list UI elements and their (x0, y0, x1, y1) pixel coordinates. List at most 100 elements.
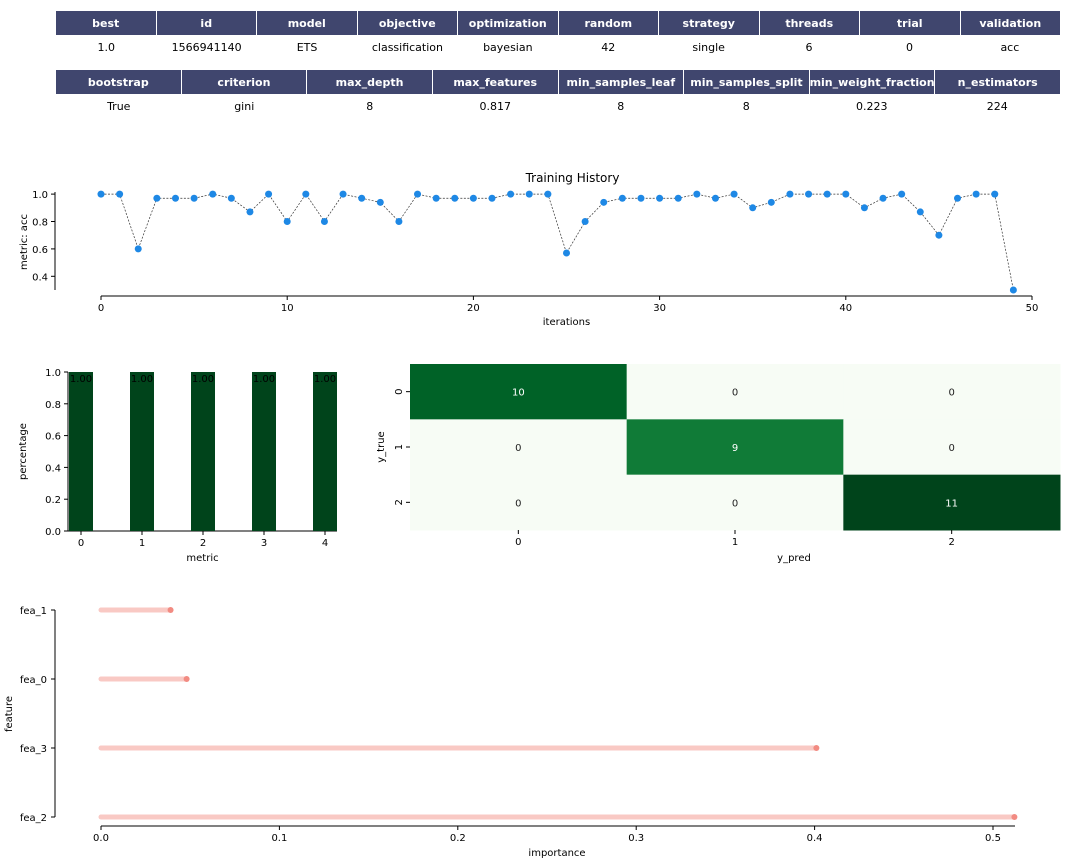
history-point (581, 218, 589, 226)
hyper_table-header-min-weight-fraction: min_weight_fraction (809, 70, 936, 94)
params_table-value-best: 1.0 (97, 40, 115, 54)
params_table-value-threads: 6 (805, 40, 813, 54)
hyper_table-value-min-samples-split: 8 (742, 99, 750, 113)
params-table: best id model objective optimization random st… (56, 11, 1060, 59)
heatmap-cell-value: 11 (945, 498, 958, 509)
history-point (414, 190, 422, 198)
bar-y-tick-label: 0.2 (45, 495, 61, 506)
params_table-header-random: random (558, 11, 659, 35)
history-line (101, 193, 1014, 291)
heatmap-y-label: y_true (376, 431, 387, 462)
params_table-value-optimization: bayesian (483, 40, 533, 54)
bar-0 (69, 372, 93, 531)
history-point (451, 194, 459, 202)
history-x-label: iterations (543, 317, 590, 328)
history-y-tick-label: 0.4 (32, 272, 48, 283)
heatmap-cell-value: 0 (948, 388, 954, 399)
importance-y-tick-label: fea_0 (20, 675, 47, 686)
hyper_table-value-max-depth: 8 (366, 99, 374, 113)
history-x-tick-label: 40 (839, 303, 852, 314)
bar-y-tick-label: 0.0 (45, 527, 61, 538)
history-point (711, 194, 719, 202)
bar-y-tick-label: 0.4 (45, 463, 61, 474)
history-point (767, 198, 775, 206)
history-point (376, 198, 384, 206)
heatmap-y-tick-label: 2 (394, 499, 405, 505)
hyper_table-header-n-estimators: n_estimators (935, 70, 1060, 94)
heatmap-cell (626, 364, 844, 420)
history-point (134, 245, 142, 253)
history-point (823, 190, 831, 198)
history-point (637, 194, 645, 202)
importance-x-tick-label: 0.0 (93, 833, 109, 844)
heatmap-cell (626, 419, 844, 476)
history-y-tick-label: 0.8 (32, 218, 48, 229)
importance-x-tick-label: 0.4 (807, 833, 823, 844)
history-point (916, 208, 924, 216)
history-point (171, 194, 179, 202)
bar-4 (313, 372, 337, 531)
history-point (842, 190, 850, 198)
hyperparams-header-row: bootstrap criterion max_depth max_features m… (56, 70, 1060, 94)
history-point (749, 204, 757, 212)
importance-point-fea_3 (813, 745, 820, 751)
params_table-value-random: 42 (601, 40, 616, 54)
history-point (116, 190, 124, 198)
importance-y-tick-label: fea_3 (20, 744, 47, 755)
params_table-header-threads: threads (759, 11, 860, 35)
bar-x-label: metric (186, 553, 218, 564)
importance-x-label: importance (528, 848, 585, 859)
heatmap-cell-value: 10 (512, 388, 525, 399)
hyper_table-header-criterion: criterion (181, 70, 308, 94)
bar-x-tick-label: 2 (200, 538, 206, 549)
history-point (283, 218, 291, 226)
history-point (488, 194, 496, 202)
importance-x-tick-label: 0.2 (450, 833, 466, 844)
history-point (935, 231, 943, 239)
params_table-header-validation: validation (960, 11, 1060, 35)
bar-3 (252, 372, 276, 531)
hyperparams-value-row: True gini 8 0.817 8 8 0.223 224 (56, 94, 1060, 118)
bar-data-label: 1.00 (253, 374, 275, 385)
hyper_table-header-min-samples-split: min_samples_split (684, 70, 810, 94)
bar-y-tick-label: 0.6 (45, 432, 61, 443)
bar-x-tick-label: 3 (261, 538, 267, 549)
hyper_table-value-bootstrap: True (107, 99, 131, 113)
hyper_table-header-bootstrap: bootstrap (56, 70, 182, 94)
params_table-value-model: ETS (296, 40, 318, 54)
bar-y-label: percentage (18, 423, 29, 480)
hyperparams-table: bootstrap criterion max_depth max_features m… (56, 70, 1060, 118)
params_table-value-trial: 0 (905, 40, 913, 54)
heatmap-cell (843, 364, 1061, 420)
importance-x-tick-label: 0.5 (985, 833, 1001, 844)
bar-y-tick-label: 0.8 (45, 400, 61, 411)
history-point (190, 194, 198, 202)
hyper_table-header-max-depth: max_depth (307, 70, 433, 94)
heatmap-cell (843, 419, 1061, 476)
importance-y-label: feature (4, 696, 15, 732)
importance-point-fea_2 (1011, 814, 1018, 820)
bar-x-tick-label: 0 (78, 538, 84, 549)
history-point (469, 194, 477, 202)
heatmap-cell (410, 364, 628, 420)
history-point (302, 190, 310, 198)
history-point (265, 190, 273, 198)
hyper_table-value-criterion: gini (234, 99, 255, 113)
heatmap-cell-value: 9 (732, 443, 738, 454)
history-point (991, 190, 999, 198)
history-title: Training History (525, 171, 620, 185)
hyper_table-header-min-samples-leaf: min_samples_leaf (558, 70, 685, 94)
importance-y-tick-label: fea_1 (20, 606, 47, 617)
bar-data-label: 1.00 (131, 374, 153, 385)
params_table-header-model: model (257, 11, 358, 35)
history-point (730, 190, 738, 198)
history-x-tick-label: 50 (1026, 303, 1039, 314)
history-point (674, 194, 682, 202)
hyper_table-header-max-features: max_features (432, 70, 559, 94)
history-point (972, 190, 980, 198)
bar-2 (191, 372, 215, 531)
params_table-value-objective: classification (371, 40, 443, 54)
history-x-tick-label: 10 (281, 303, 294, 314)
